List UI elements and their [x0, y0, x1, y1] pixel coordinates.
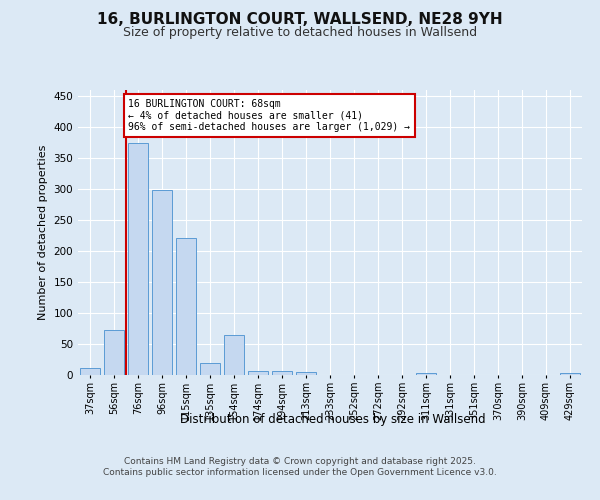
Bar — [80, 368, 100, 375]
Bar — [296, 372, 316, 375]
Bar — [272, 372, 292, 375]
Bar — [152, 190, 172, 375]
Text: Size of property relative to detached houses in Wallsend: Size of property relative to detached ho… — [123, 26, 477, 39]
Text: Distribution of detached houses by size in Wallsend: Distribution of detached houses by size … — [180, 412, 486, 426]
Bar — [176, 238, 196, 375]
Bar — [248, 370, 268, 375]
Bar — [200, 363, 220, 375]
Bar — [104, 330, 124, 375]
Text: 16 BURLINGTON COURT: 68sqm
← 4% of detached houses are smaller (41)
96% of semi-: 16 BURLINGTON COURT: 68sqm ← 4% of detac… — [128, 100, 410, 132]
Y-axis label: Number of detached properties: Number of detached properties — [38, 145, 48, 320]
Bar — [128, 142, 148, 375]
Bar — [416, 373, 436, 375]
Text: Contains HM Land Registry data © Crown copyright and database right 2025.
Contai: Contains HM Land Registry data © Crown c… — [103, 458, 497, 477]
Bar — [560, 373, 580, 375]
Text: 16, BURLINGTON COURT, WALLSEND, NE28 9YH: 16, BURLINGTON COURT, WALLSEND, NE28 9YH — [97, 12, 503, 28]
Bar — [224, 334, 244, 375]
